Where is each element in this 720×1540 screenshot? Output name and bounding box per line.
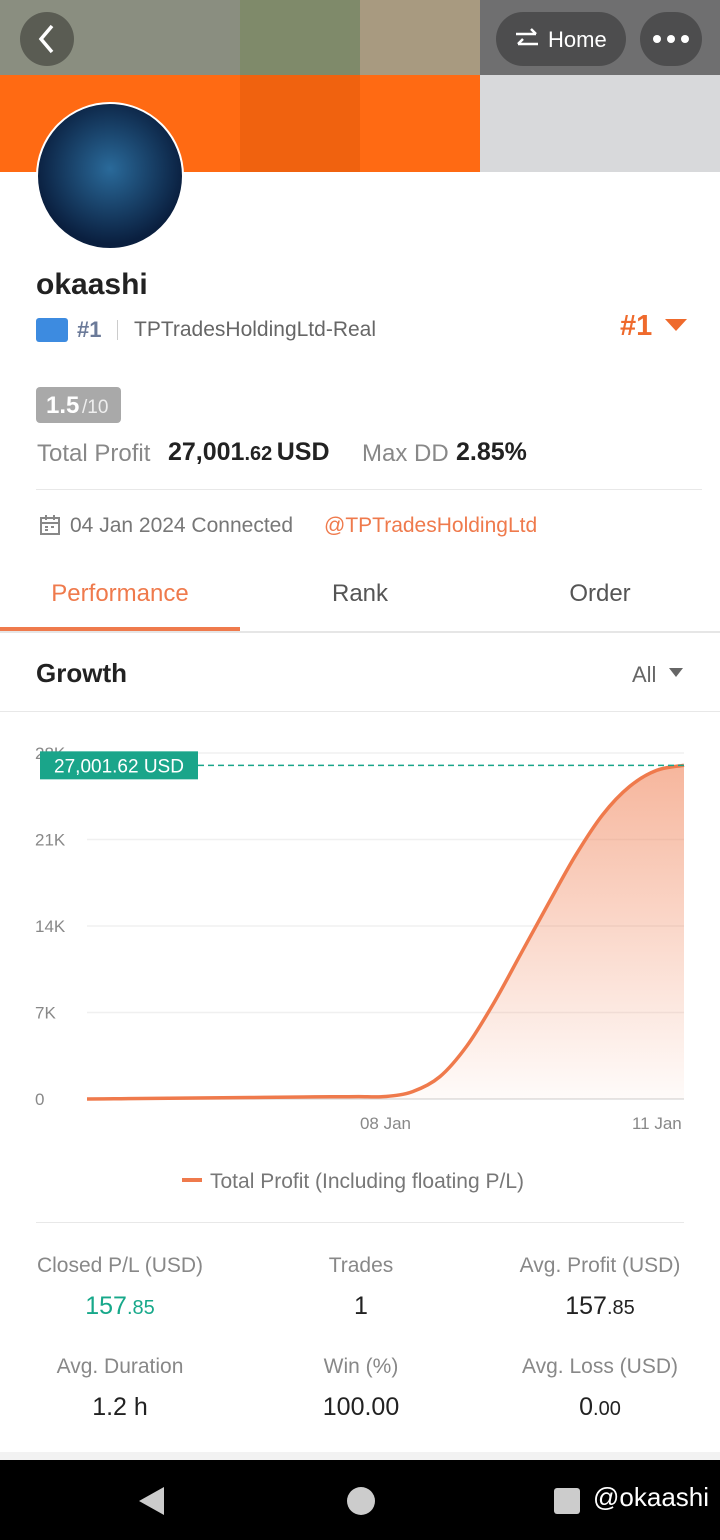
divider xyxy=(36,489,702,490)
broker-link[interactable]: @TPTradesHoldingLtd xyxy=(324,514,538,537)
max-dd: 2.85% xyxy=(456,438,527,466)
stat-value: 1.2 h xyxy=(0,1393,240,1422)
cover-photo xyxy=(480,0,720,75)
nav-back[interactable] xyxy=(136,1485,166,1517)
value-label-bg xyxy=(40,751,198,780)
stat-value: 1 xyxy=(241,1292,481,1321)
tab[interactable]: Order xyxy=(569,580,631,607)
divider xyxy=(0,711,720,712)
tab[interactable]: Performance xyxy=(51,580,189,607)
stat-label: Avg. Profit (USD) xyxy=(519,1254,681,1277)
stat-label: Closed P/L (USD) xyxy=(36,1254,204,1277)
legend-label: Total Profit (Including floating P/L) xyxy=(210,1170,524,1193)
total-profit-dec: .62 xyxy=(244,443,273,465)
total-profit-int: 27,001 xyxy=(168,438,245,466)
tab[interactable]: Rank xyxy=(331,580,389,607)
tab-indicator xyxy=(0,627,240,631)
stat-label: Avg. Duration xyxy=(56,1355,184,1378)
calendar-icon xyxy=(40,515,60,535)
max-dd-label: Max DD xyxy=(362,440,449,467)
user-name: okaashi xyxy=(36,268,148,301)
broker: TPTradesHoldingLtd-Real xyxy=(134,318,377,341)
nav-recents[interactable] xyxy=(553,1487,581,1515)
stat-value-dec: .85 xyxy=(126,1297,155,1319)
stat-value-int: 157 xyxy=(565,1292,607,1320)
stat-value: 157.85 xyxy=(480,1292,720,1321)
watermark: @okaashi xyxy=(593,1482,710,1512)
cover-photo xyxy=(360,0,480,75)
rank-right[interactable]: #1 xyxy=(620,310,653,342)
stat-value: 157.85 xyxy=(0,1292,240,1321)
stat-value-dec: .85 xyxy=(606,1297,635,1319)
more-button[interactable] xyxy=(640,12,702,66)
score-badge: 1.5 /10 xyxy=(36,387,121,423)
line xyxy=(86,763,685,1101)
separator xyxy=(117,320,118,340)
score-max: /10 xyxy=(82,397,109,418)
nav-home[interactable] xyxy=(345,1485,377,1517)
growth-title: Growth xyxy=(36,658,127,688)
y-tick-label: 14K xyxy=(35,917,66,936)
cover-tile xyxy=(240,75,360,172)
divider xyxy=(36,1222,684,1223)
y-tick-label: 21K xyxy=(35,831,66,850)
stat-value-dec: .00 xyxy=(593,1398,621,1420)
stat-value-int: 100.00 xyxy=(322,1393,400,1421)
back-button[interactable] xyxy=(20,12,74,66)
divider xyxy=(0,1452,720,1460)
total-profit-label: Total Profit xyxy=(37,440,151,467)
nav-bar: @okaashi xyxy=(0,1460,720,1540)
y-tick-label: 0 xyxy=(35,1090,44,1109)
x-tick-label: 11 Jan xyxy=(632,1114,682,1133)
value-label: 27,001.62 USD xyxy=(54,756,184,777)
total-profit-unit: USD xyxy=(276,438,330,466)
cover-photo xyxy=(480,75,720,172)
stat-label: Win (%) xyxy=(323,1355,399,1378)
divider xyxy=(0,631,720,633)
avatar xyxy=(36,102,184,250)
back-icon xyxy=(38,24,54,54)
y-tick-label: 7K xyxy=(35,1004,56,1023)
rank: #1 xyxy=(77,317,102,342)
x-tick-label: 08 Jan xyxy=(360,1114,411,1133)
score: 1.5 xyxy=(46,392,80,419)
stat-label: Trades xyxy=(328,1254,394,1277)
stat-value-int: 1.2 h xyxy=(92,1393,148,1421)
filter-arrow[interactable] xyxy=(668,667,684,679)
stat-value-int: 157 xyxy=(85,1292,127,1320)
rank-dropdown[interactable] xyxy=(664,318,688,332)
home-label: Home xyxy=(548,27,607,52)
connected-date: 04 Jan 2024 Connected xyxy=(70,514,294,537)
globe-icon xyxy=(36,318,68,342)
stat-label: Avg. Loss (USD) xyxy=(522,1355,678,1378)
stat-value-int: 1 xyxy=(354,1292,368,1320)
stat-value: 100.00 xyxy=(241,1393,481,1422)
stat-value: 0.00 xyxy=(480,1393,720,1422)
cover-photo xyxy=(240,0,360,75)
area xyxy=(87,765,684,1099)
stat-value-int: 0 xyxy=(579,1393,594,1421)
growth-filter[interactable]: All xyxy=(632,662,657,687)
home-button[interactable]: Home xyxy=(496,12,626,66)
swap-icon xyxy=(516,28,538,46)
total-profit: 27,001.62 USD xyxy=(168,438,330,467)
more-icon xyxy=(653,35,689,43)
